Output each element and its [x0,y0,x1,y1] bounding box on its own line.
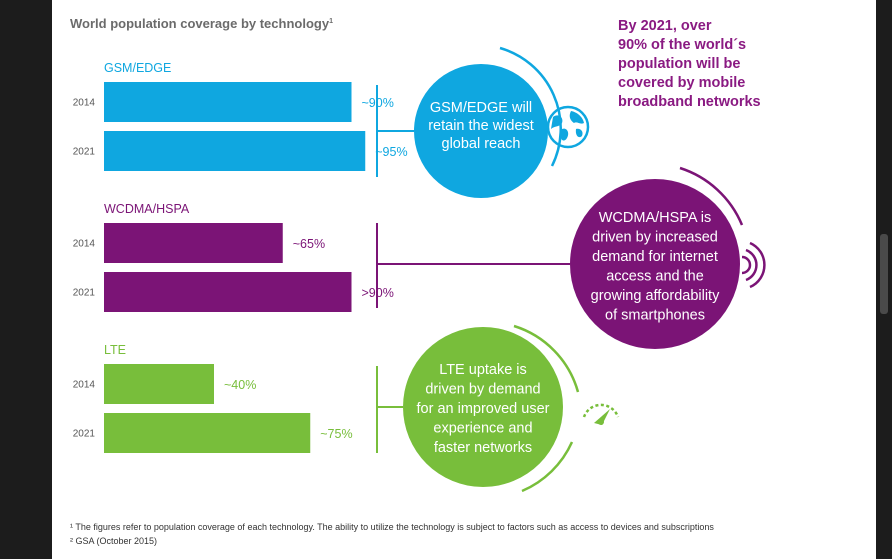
callout-line: 90% of the world´s [618,37,746,53]
group-label: WCDMA/HSPA [104,202,190,216]
bubble-arc [513,324,580,493]
wcdma-bubble [570,179,740,349]
bar [104,131,366,171]
wcdma-bubble-text: WCDMA/HSPA is [599,210,712,226]
globe-icon [546,105,590,149]
wcdma-bubble-text: access and the [606,269,704,285]
chart-title: World population coverage by technology1 [70,16,333,31]
gsm-bubble-text: global reach [442,136,521,152]
gsm-bubble-text: retain the widest [428,118,534,134]
callout-line: population will be [618,56,740,72]
value-label: ~40% [224,378,256,392]
footnote-2: ² GSA (October 2015) [70,536,157,546]
wcdma-bubble-text: of smartphones [605,308,705,324]
lte-bubble-text: LTE uptake is [439,362,527,378]
gsm-bubble-text: GSM/EDGE will [430,100,532,116]
callout-line: covered by mobile [618,75,745,91]
year-label: 2021 [73,147,96,158]
year-label: 2021 [73,288,96,299]
lte-bubble-text: experience and [433,421,532,437]
year-label: 2014 [73,380,96,391]
year-label: 2014 [73,98,96,109]
value-label: ~95% [375,145,407,159]
bar [104,272,352,312]
year-label: 2021 [73,429,96,440]
wcdma-bubble-text: driven by increased [592,230,718,246]
lte-bubble-text: driven by demand [425,382,540,398]
footnote-1: ¹ The figures refer to population covera… [70,522,714,532]
coverage-chart: World population coverage by technology1… [70,16,766,546]
wcdma-bubble-text: growing affordability [591,288,720,304]
bar [104,413,311,453]
lte-bubble-text: faster networks [434,440,532,456]
bar [104,82,352,122]
value-label: ~65% [293,237,325,251]
callout-text: By 2021, over 90% of the world´s populatio… [618,18,761,110]
bar [104,364,214,404]
group-label: LTE [104,343,126,357]
value-label: ~75% [320,427,352,441]
year-label: 2014 [73,239,96,250]
lte-bubble [403,327,563,487]
bubble-arc [499,46,562,167]
gsm-bubble [414,64,548,198]
bar [104,223,283,263]
callout-line: By 2021, over [618,18,712,34]
speedometer-icon [582,403,620,425]
bubble-arc [679,166,744,226]
callout-line: broadband networks [618,94,761,110]
window-frame-left [0,0,52,559]
scrollbar-thumb[interactable] [880,234,888,314]
infographic-page: World population coverage by technology1… [52,0,876,559]
group-label: GSM/EDGE [104,61,171,75]
wifi-signal-icon [741,241,766,289]
lte-bubble-text: for an improved user [417,401,550,417]
bubbles-layer: GSM/EDGE will retain the widest global rea… [376,46,744,493]
wcdma-bubble-text: demand for internet [592,249,718,265]
